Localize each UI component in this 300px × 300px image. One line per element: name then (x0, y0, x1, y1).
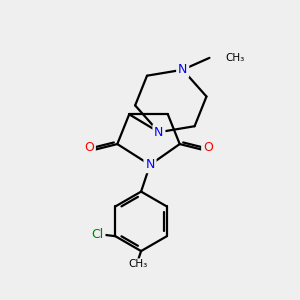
Text: Cl: Cl (92, 228, 104, 241)
Text: CH₃: CH₃ (128, 260, 148, 269)
Text: O: O (84, 141, 94, 154)
Text: CH₃: CH₃ (226, 53, 245, 63)
Text: N: N (154, 126, 164, 139)
Text: N: N (145, 158, 155, 171)
Text: O: O (203, 141, 213, 154)
Text: N: N (178, 63, 188, 76)
